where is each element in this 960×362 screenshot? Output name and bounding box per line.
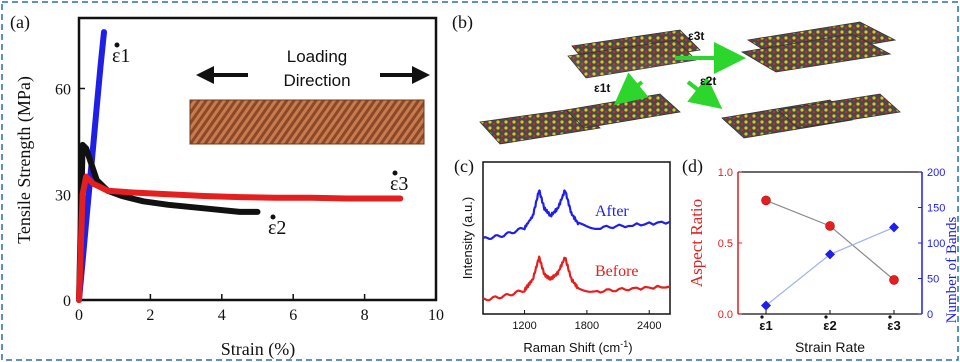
- panel-d-x-tick-dot: [888, 315, 892, 319]
- panel-d-left-axis-title: Aspect Ratio: [687, 199, 706, 287]
- panel-d-x-tick-label: ε3: [887, 318, 900, 333]
- panel-c-x-tick-label: 1800: [575, 320, 599, 332]
- left-arrow-icon: [196, 66, 248, 84]
- annotation-e3: ε3: [390, 170, 408, 195]
- panel-c-series-before: [482, 255, 671, 302]
- panel-c-x-axis-title: Raman Shift (cm-1): [523, 339, 632, 355]
- loading-text: Loading: [287, 47, 348, 66]
- graphene-stack-e3t: [740, 21, 897, 73]
- annotation-e2-text: ε2: [268, 217, 286, 239]
- panel-d-x-tick-dot: [760, 315, 764, 319]
- annotation-e2: ε2: [268, 214, 286, 239]
- panel-d-left-tick-label: 0.5: [718, 238, 733, 250]
- panel-c-ticks: 1200 1800 2400: [512, 310, 661, 332]
- panel-d-right-tick-label: 0: [927, 309, 933, 321]
- panel-a-series-3: [76, 173, 404, 303]
- rate-label-e1t: ε1t: [594, 81, 610, 95]
- panel-a-series-2: [76, 141, 261, 303]
- panel-c-label: (c): [454, 156, 474, 177]
- annotation-e1-text: ε1: [112, 45, 130, 67]
- panel-a-ticks: 0 2 4 6 8 10 0 30 60: [55, 82, 444, 325]
- panel-d-aspect-ratio-point: [889, 275, 899, 285]
- panel-d-right-tick-label: 50: [927, 274, 939, 286]
- panel-a-y-tick-label: 0: [63, 293, 71, 310]
- panel-d-right-axis-title: Number of Bands: [944, 217, 960, 324]
- panel-d-bands-point: [889, 222, 899, 233]
- panel-a-x-tick-label: 10: [428, 307, 444, 324]
- panel-d-label: (d): [682, 156, 703, 177]
- graphene-stack-e2t: [721, 93, 901, 139]
- panel-d-left-tick-label: 0.0: [718, 309, 733, 321]
- panel-b: (b) ε3t ε1t ε2t: [452, 12, 901, 145]
- panel-d-line-bands: [765, 226, 895, 306]
- layered-sample-image: [189, 99, 425, 145]
- panel-a: (a) 0 2 4 6 8 10 0 30 60 Strain (%) Tensile Stre…: [10, 12, 444, 360]
- panel-d-right-tick-label: 100: [927, 238, 945, 250]
- panel-d-right-tick-label: 150: [927, 203, 945, 215]
- annotation-e1: ε1: [112, 42, 130, 67]
- panel-a-plot-frame: [77, 16, 438, 302]
- panel-c-y-axis-title: Intensity (a.u.): [460, 197, 475, 279]
- arrow-e1t-icon: [613, 72, 649, 106]
- panel-c-series: [482, 189, 671, 302]
- panel-d-series: [761, 195, 899, 311]
- annotation-e3-text: ε3: [390, 173, 408, 195]
- rate-label-e3t: ε3t: [688, 29, 704, 43]
- panel-d-x-tick-label: ε2: [823, 318, 836, 333]
- panel-a-y-axis-title: Tensile Strength (MPa): [14, 76, 35, 244]
- before-label: Before: [595, 263, 639, 280]
- panel-c-series-after: [482, 189, 671, 240]
- panel-d-right-tick-label: 200: [927, 167, 945, 179]
- panel-a-x-tick-label: 2: [146, 307, 154, 324]
- panel-d-aspect-ratio-point: [761, 195, 771, 206]
- panel-a-label: (a): [10, 12, 30, 33]
- panel-d-x-tick-dot: [824, 315, 828, 319]
- direction-text: Direction: [283, 71, 350, 90]
- panel-b-label: (b): [452, 12, 473, 33]
- panel-d-x-axis-title: Strain Rate: [795, 339, 865, 355]
- panel-d: (d) 0.0 0.5 1.0 0 50 100 150 200 ε1 ε2 ε3 Aspect R…: [682, 156, 960, 355]
- panel-d-ticks: 0.0 0.5 1.0 0 50 100 150 200 ε1 ε2 ε3: [718, 167, 946, 333]
- after-label: After: [595, 203, 629, 220]
- panel-a-x-tick-label: 4: [218, 307, 226, 324]
- panel-d-line-aspect-ratio: [765, 199, 895, 281]
- graphene-stack-initial: [567, 29, 701, 79]
- panel-a-x-tick-label: 6: [289, 307, 297, 324]
- panel-a-x-tick-label: 8: [361, 307, 369, 324]
- panel-d-aspect-ratio-point: [825, 221, 835, 231]
- panel-d-left-tick-label: 1.0: [718, 167, 733, 179]
- panel-a-y-tick-label: 60: [55, 82, 71, 99]
- panel-c: (c) 1200 1800 2400 After Before Raman Shif…: [454, 156, 671, 355]
- panel-a-x-tick-label: 0: [75, 307, 83, 324]
- panel-a-series: [76, 29, 404, 303]
- right-arrow-icon: [380, 66, 430, 84]
- panel-a-x-axis-title: Strain (%): [221, 339, 295, 360]
- graphene-stack-e1t: [479, 93, 681, 145]
- rate-label-e2t: ε2t: [700, 74, 716, 88]
- panel-d-bands-point: [761, 300, 771, 311]
- panel-a-y-tick-label: 30: [55, 187, 71, 204]
- panel-c-x-tick-label: 2400: [637, 320, 661, 332]
- panel-c-plot-frame: [482, 161, 671, 315]
- arrow-e2t-icon: [686, 76, 723, 109]
- panel-d-x-tick-label: ε1: [759, 318, 772, 333]
- panel-c-x-tick-label: 1200: [512, 320, 536, 332]
- panel-d-bands-point: [825, 249, 835, 260]
